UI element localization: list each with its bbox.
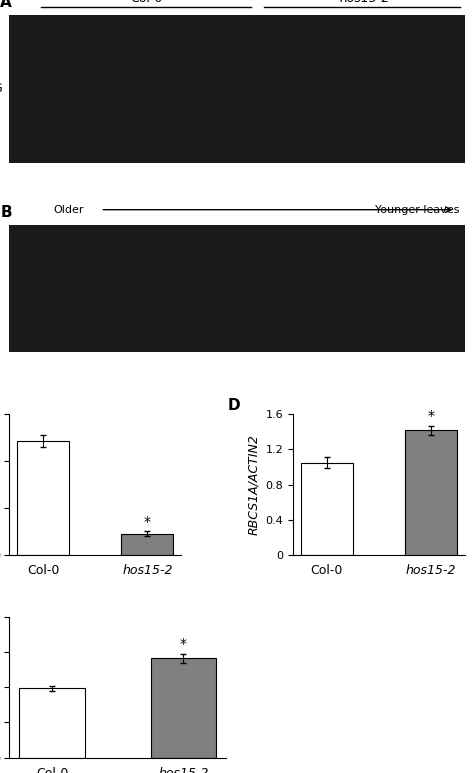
Text: 40-DAG: 40-DAG — [0, 83, 3, 96]
Y-axis label: RBCS1A/ACTIN2: RBCS1A/ACTIN2 — [247, 434, 260, 535]
Text: hos15-2: hos15-2 — [0, 315, 9, 325]
Text: Col-0: Col-0 — [130, 0, 162, 5]
Bar — [405, 430, 457, 555]
Bar — [151, 659, 216, 758]
Text: Younger leaves: Younger leaves — [375, 205, 460, 215]
Bar — [19, 688, 85, 758]
Bar — [121, 533, 173, 555]
Text: B: B — [0, 205, 12, 220]
Text: D: D — [228, 398, 240, 413]
Text: *: * — [180, 638, 187, 652]
Text: *: * — [427, 409, 434, 423]
Text: hos15-2: hos15-2 — [339, 0, 390, 5]
Text: Older: Older — [54, 205, 84, 215]
Bar — [17, 441, 69, 555]
Text: A: A — [0, 0, 12, 9]
Text: *: * — [144, 515, 151, 529]
Bar — [301, 462, 353, 555]
